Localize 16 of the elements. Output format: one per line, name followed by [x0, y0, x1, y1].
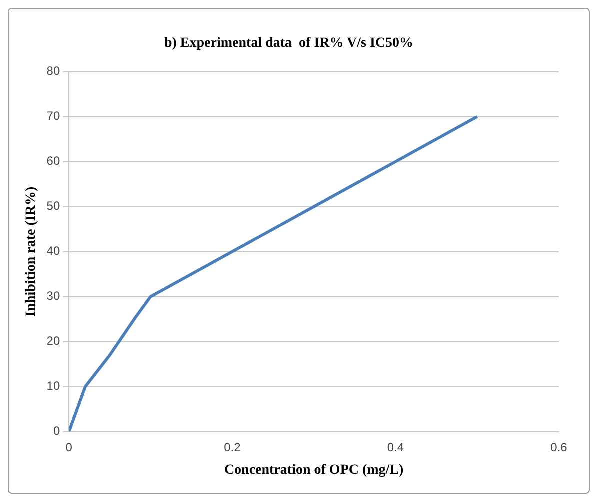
- y-tick-label: 0: [53, 424, 60, 438]
- y-tick-label: 60: [46, 154, 60, 168]
- y-tick-label: 10: [46, 379, 60, 394]
- x-tick-label: 0.2: [224, 440, 242, 454]
- x-axis-title: Concentration of OPC (mg/L): [224, 463, 404, 478]
- chart-title: b) Experimental data of IR% V/s IC50%: [164, 36, 414, 52]
- y-tick-label: 80: [46, 64, 60, 78]
- x-tick-label: 0.6: [550, 440, 568, 454]
- x-tick-label: 0.4: [387, 440, 404, 454]
- y-tick-label: 50: [46, 199, 60, 214]
- y-tick-label: 70: [46, 109, 60, 124]
- x-tick-label: 0: [66, 440, 73, 454]
- y-tick-label: 40: [46, 244, 60, 258]
- y-tick-label: 20: [46, 334, 60, 348]
- y-tick-label: 30: [46, 289, 60, 304]
- y-axis-title: Inhibition rate (IR%): [24, 186, 40, 317]
